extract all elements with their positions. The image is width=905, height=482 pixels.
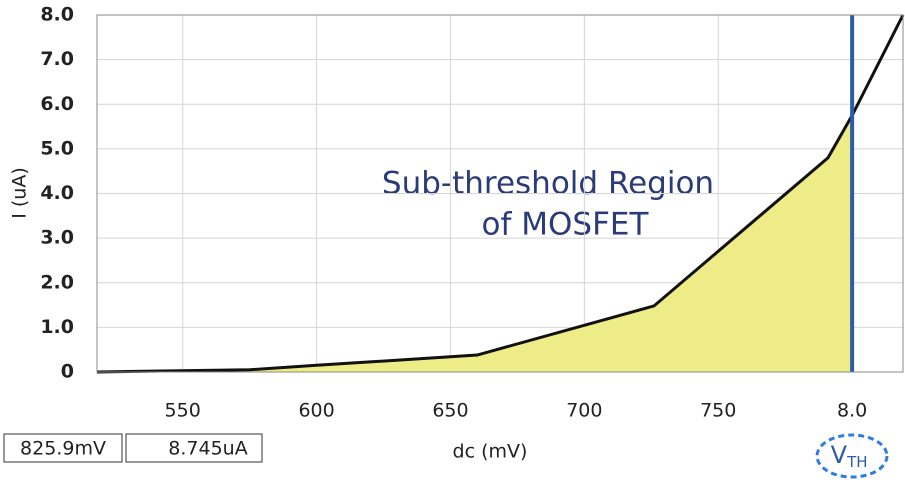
y-tick-label: 2.0: [40, 271, 74, 293]
cursor-y: 8.745uA: [168, 438, 247, 460]
plot-frame: [96, 14, 904, 373]
y-axis-label: I (uA): [9, 167, 31, 219]
vth-sub: TH: [846, 453, 867, 471]
cursor-box: [125, 433, 263, 463]
line: [96, 14, 905, 374]
x-tick-label: 650: [432, 400, 468, 422]
x-tick-label: 550: [165, 400, 201, 422]
annotation: Sub-threshold Region: [382, 166, 714, 202]
vth-ellipse: [815, 433, 889, 479]
x-tick-label: 750: [700, 400, 736, 422]
y-tick-label: 8.0: [40, 4, 74, 26]
cursor-x: 825.9mV: [20, 438, 106, 460]
vth-main: V: [831, 441, 848, 469]
y-tick-label: 0: [61, 361, 74, 383]
vth-label: VTH: [831, 441, 868, 471]
y-tick-label: 1.0: [40, 316, 74, 338]
x-tick-label: 8.0: [837, 400, 867, 422]
cursor-box: [3, 433, 123, 463]
area: [97, 115, 853, 372]
y-tick-label: 6.0: [40, 93, 74, 115]
y-tick-label: 7.0: [40, 48, 74, 70]
x-tick-label: 700: [566, 400, 602, 422]
y-tick-label: 4.0: [40, 182, 74, 204]
y-tick-label: 3.0: [40, 227, 74, 249]
annotation: of MOSFET: [482, 207, 650, 243]
x-axis-label: dc (mV): [453, 441, 528, 463]
y-tick-label: 5.0: [40, 137, 74, 159]
x-tick-label: 600: [298, 400, 334, 422]
